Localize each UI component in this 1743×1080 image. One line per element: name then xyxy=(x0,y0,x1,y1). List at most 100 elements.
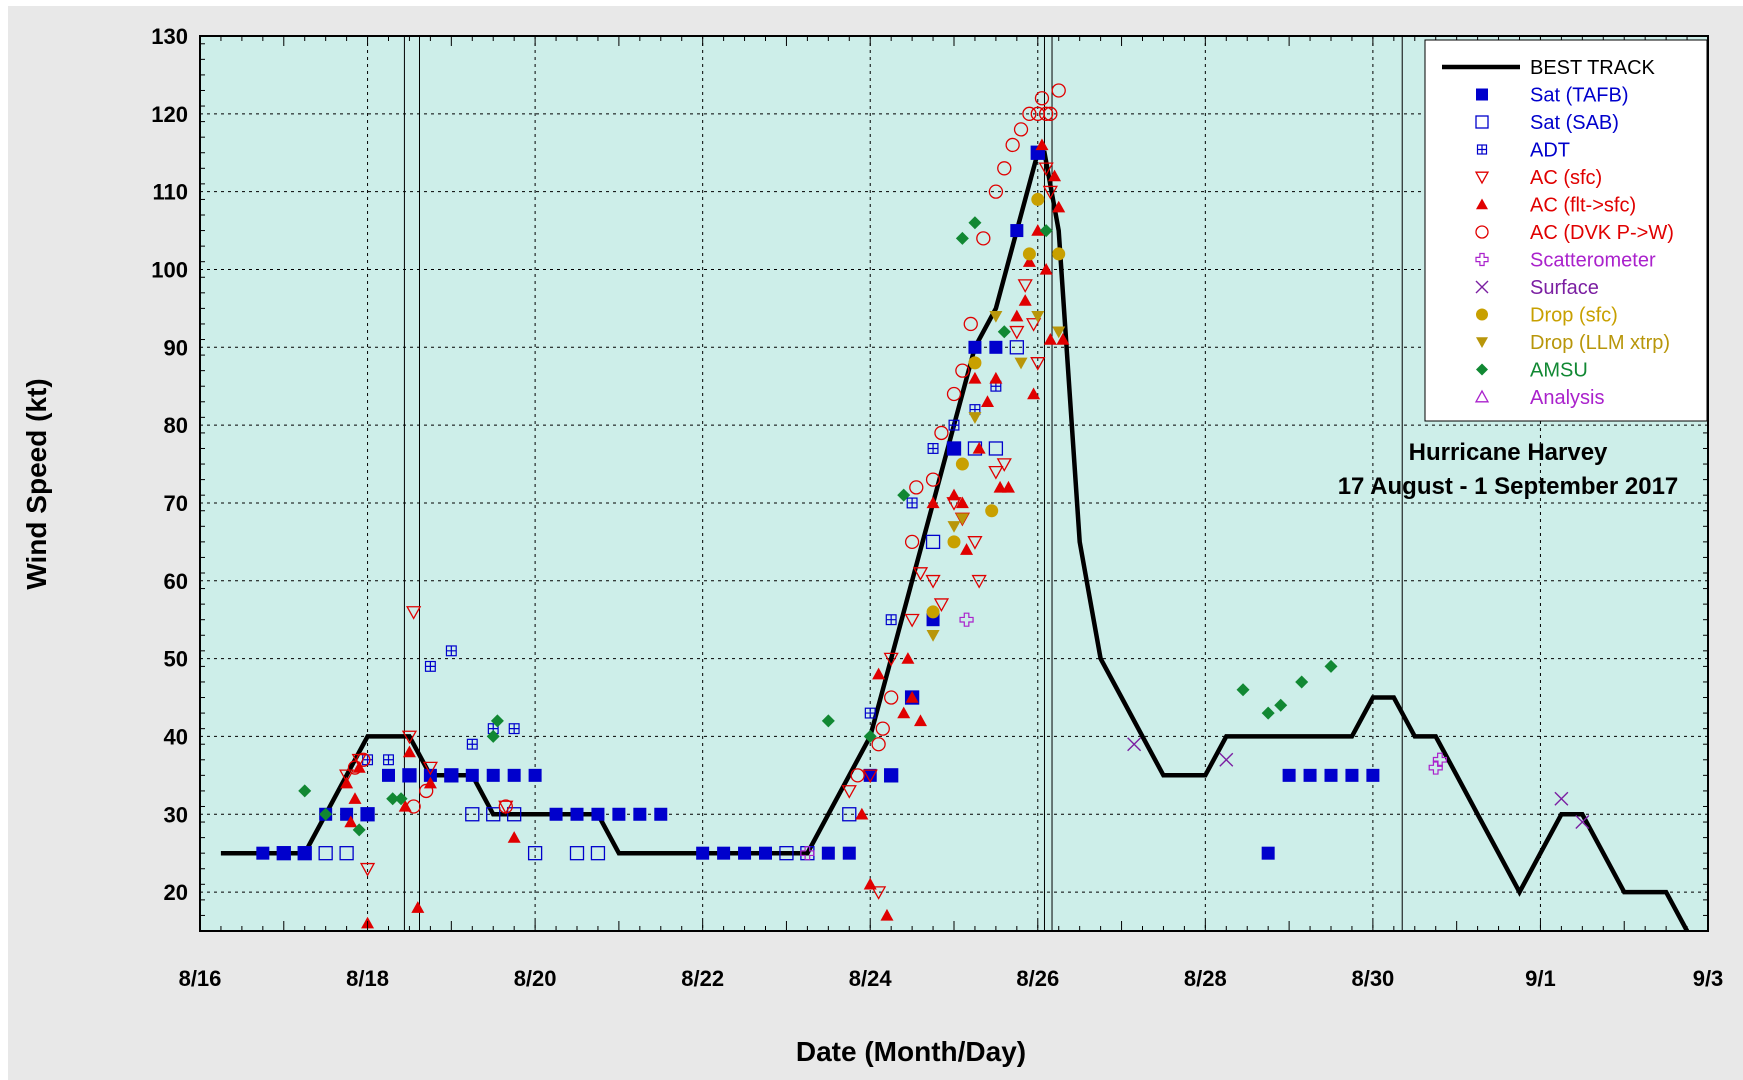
data-point-ac-sfc- xyxy=(883,652,899,667)
data-point-ac-dvk-p-w- xyxy=(1043,106,1058,121)
data-point-ac-flt-sfc--shape xyxy=(1056,333,1070,345)
data-point-ac-sfc- xyxy=(925,574,941,589)
data-point-amsu xyxy=(863,729,877,743)
data-point-drop-sfc- xyxy=(1052,247,1066,261)
data-point-amsu xyxy=(298,784,312,798)
data-point-surface xyxy=(1575,815,1590,830)
data-point-adt-shape xyxy=(383,754,394,765)
legend-box xyxy=(1424,39,1708,422)
data-point-adt-shape xyxy=(907,498,917,508)
data-point-adt xyxy=(445,645,457,657)
y-axis-title: Wind Speed (kt) xyxy=(21,378,52,589)
data-point-ac-dvk-p-w- xyxy=(498,799,513,814)
legend-swatch-shape xyxy=(1476,198,1488,210)
data-point-drop-llm-xtrp--shape xyxy=(1014,357,1028,370)
data-point-sat-sab--shape xyxy=(779,846,794,861)
data-point-ac-flt-sfc- xyxy=(1056,333,1070,345)
data-point-sat-sab- xyxy=(339,846,354,861)
data-point-ac-dvk-p-w--shape xyxy=(1013,122,1029,137)
data-point-ac-dvk-p-w- xyxy=(1013,122,1029,137)
data-point-sat-sab--shape xyxy=(507,807,522,822)
data-point-ac-sfc--shape xyxy=(1025,318,1042,332)
data-point-ac-flt-sfc- xyxy=(1001,480,1015,493)
legend-swatch-shape xyxy=(1475,252,1489,267)
data-point-ac-dvk-p-w--shape xyxy=(356,752,371,767)
data-point-ac-sfc- xyxy=(339,769,355,784)
legend-item: ADT xyxy=(1476,140,1570,162)
data-point-sat-tafb--shape xyxy=(1261,846,1275,860)
data-point-amsu xyxy=(486,729,500,743)
legend-swatch xyxy=(1474,389,1490,403)
data-point-sat-tafb- xyxy=(465,768,479,782)
data-point-ac-flt-sfc- xyxy=(1035,138,1049,151)
data-point-ac-sfc--shape xyxy=(933,598,950,612)
data-point-ac-sfc--shape xyxy=(359,862,376,877)
data-point-ac-dvk-p-w--shape xyxy=(963,316,978,332)
data-point-sat-tafb- xyxy=(717,846,731,860)
x-tick-label: 8/16 xyxy=(179,966,222,991)
data-point-drop-llm-xtrp- xyxy=(1031,310,1045,323)
legend-swatch xyxy=(1475,280,1489,294)
data-point-amsu xyxy=(1039,224,1053,238)
data-point-ac-flt-sfc--shape xyxy=(968,371,982,384)
data-point-amsu-shape xyxy=(1324,659,1338,673)
data-point-ac-flt-sfc- xyxy=(880,908,894,921)
data-point-ac-dvk-p-w--shape xyxy=(850,768,865,783)
legend-swatch-shape xyxy=(1475,225,1489,239)
data-point-ac-flt-sfc--shape xyxy=(1027,387,1041,400)
data-point-ac-sfc--shape xyxy=(422,761,438,776)
data-point-sat-sab- xyxy=(360,807,375,822)
data-point-ac-flt-sfc--shape xyxy=(981,395,995,407)
data-point-adt xyxy=(508,723,520,735)
data-point-sat-sab--shape xyxy=(486,807,501,822)
data-point-sat-sab--shape xyxy=(946,441,962,456)
legend-label: Drop (LLM xtrp) xyxy=(1530,332,1670,354)
data-point-ac-flt-sfc- xyxy=(901,652,915,664)
data-point-sat-tafb--shape xyxy=(968,340,982,354)
data-point-ac-dvk-p-w- xyxy=(871,737,886,752)
data-point-ac-dvk-p-w--shape xyxy=(1039,106,1054,121)
data-point-sat-sab- xyxy=(946,441,962,456)
legend-swatch xyxy=(1475,115,1489,129)
data-point-ac-flt-sfc- xyxy=(947,488,961,501)
data-point-ac-flt-sfc- xyxy=(340,776,354,789)
legend-swatch xyxy=(1476,337,1488,348)
data-point-ac-flt-sfc- xyxy=(972,441,986,454)
data-point-sat-tafb--shape xyxy=(759,846,772,860)
data-point-ac-sfc--shape xyxy=(406,606,422,620)
data-point-ac-flt-sfc- xyxy=(863,877,877,890)
data-point-ac-flt-sfc--shape xyxy=(402,745,416,758)
data-point-ac-flt-sfc- xyxy=(872,667,886,680)
data-point-sat-tafb--shape xyxy=(1303,768,1317,782)
data-point-scatterometer xyxy=(959,612,974,627)
data-point-adt xyxy=(885,614,897,626)
legend-label: Sat (TAFB) xyxy=(1530,85,1629,107)
data-point-ac-sfc- xyxy=(1025,318,1042,332)
data-point-ac-dvk-p-w--shape xyxy=(1034,91,1050,106)
data-point-adt xyxy=(383,754,394,766)
data-point-drop-sfc- xyxy=(926,605,940,619)
data-point-ac-sfc- xyxy=(406,606,422,620)
data-point-ac-flt-sfc- xyxy=(1027,387,1041,400)
data-point-drop-llm-xtrp- xyxy=(1014,357,1028,370)
data-point-sat-tafb--shape xyxy=(947,441,961,455)
data-point-adt xyxy=(424,660,436,672)
legend-label: Drop (sfc) xyxy=(1530,305,1618,327)
data-point-drop-llm-xtrp- xyxy=(955,513,969,526)
legend-swatch-shape xyxy=(1475,115,1489,129)
data-point-adt xyxy=(927,443,939,454)
data-point-ac-dvk-p-w- xyxy=(1022,106,1037,121)
data-point-ac-sfc--shape xyxy=(967,536,983,550)
data-point-drop-llm-xtrp- xyxy=(926,630,940,642)
data-point-sat-tafb- xyxy=(1324,768,1338,782)
data-point-sat-tafb- xyxy=(884,768,898,782)
data-point-drop-llm-xtrp- xyxy=(968,412,982,424)
data-point-sat-tafb--shape xyxy=(612,807,626,821)
data-point-sat-sab--shape xyxy=(360,807,375,822)
data-point-ac-sfc--shape xyxy=(904,613,920,628)
x-axis-title: Date (Month/Day) xyxy=(796,1036,1026,1067)
data-point-ac-sfc--shape xyxy=(841,785,857,799)
data-point-ac-dvk-p-w- xyxy=(875,721,890,736)
legend-label: AC (DVK P->W) xyxy=(1530,222,1674,244)
data-point-amsu-shape xyxy=(863,729,877,743)
